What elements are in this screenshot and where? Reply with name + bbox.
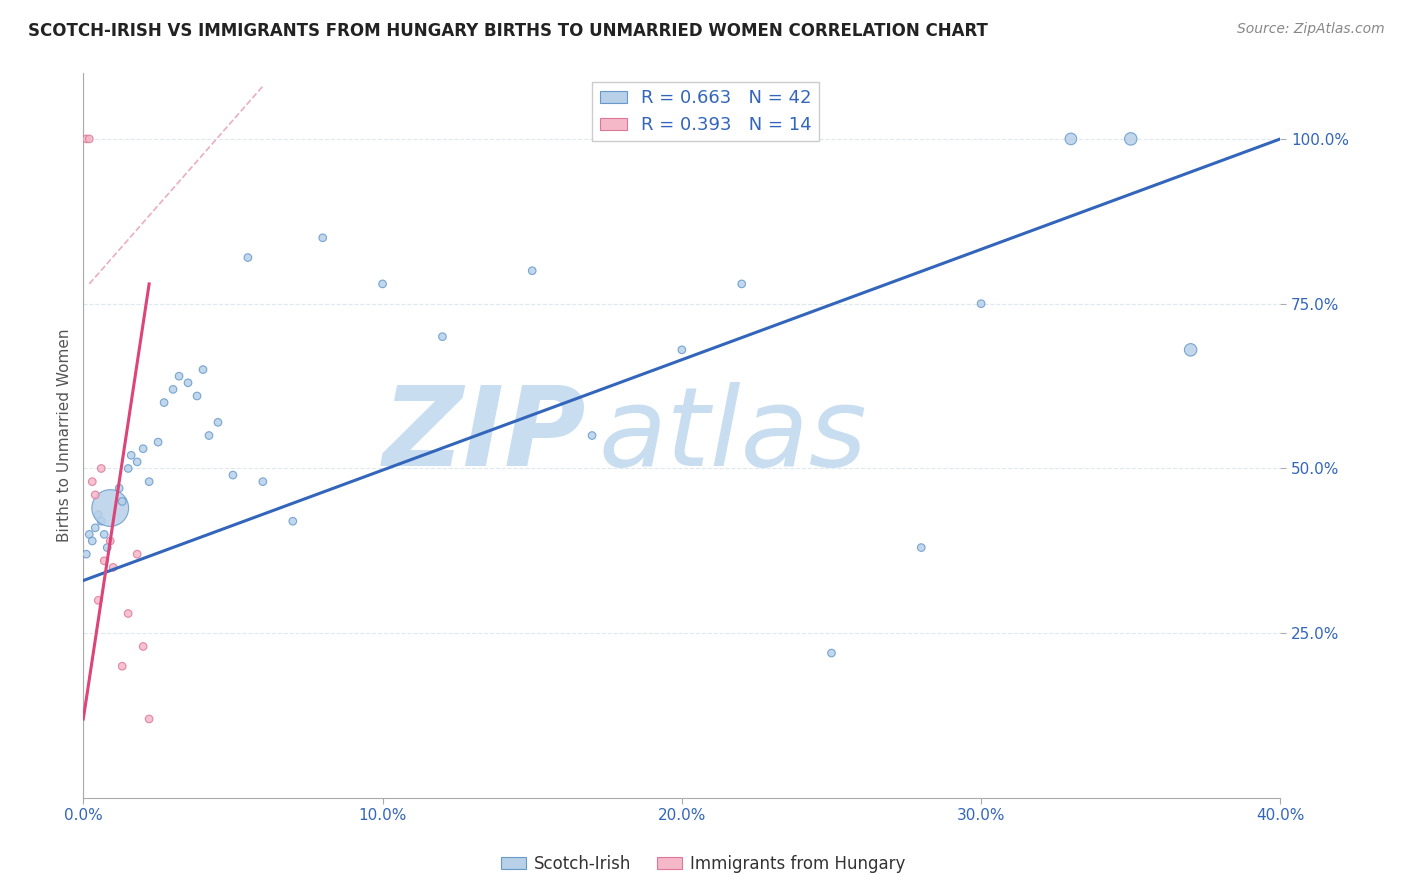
Legend: R = 0.663   N = 42, R = 0.393   N = 14: R = 0.663 N = 42, R = 0.393 N = 14 (592, 82, 820, 142)
Point (1060, 132, 1083, 146)
Point (84, 488, 107, 502)
Point (138, 475, 160, 489)
Point (87, 593, 110, 607)
Point (75, 132, 97, 146)
Point (98, 533, 121, 548)
Point (910, 541, 932, 555)
Point (111, 494, 134, 508)
Point (146, 435, 169, 450)
Point (281, 514, 304, 528)
Point (82, 533, 104, 548)
Point (252, 475, 274, 489)
Point (96, 541, 118, 555)
Point (186, 389, 208, 403)
Point (177, 376, 200, 390)
Point (432, 329, 454, 343)
Point (103, 560, 125, 574)
Point (111, 659, 134, 673)
Point (90, 514, 112, 528)
Point (671, 343, 693, 357)
Point (132, 640, 155, 654)
Point (127, 455, 149, 469)
Point (371, 277, 394, 291)
Point (108, 481, 131, 495)
Point (84, 521, 107, 535)
Point (522, 264, 544, 278)
Point (120, 448, 142, 462)
Text: ZIP: ZIP (382, 382, 586, 489)
Point (98, 501, 121, 516)
Point (77, 527, 100, 541)
Point (87, 508, 110, 522)
Point (207, 415, 229, 429)
Text: atlas: atlas (598, 382, 866, 489)
Point (970, 296, 993, 310)
Point (1119, 132, 1142, 146)
Point (90, 461, 112, 475)
Point (312, 231, 335, 245)
Point (93, 527, 115, 541)
Point (117, 461, 139, 475)
Text: SCOTCH-IRISH VS IMMIGRANTS FROM HUNGARY BIRTHS TO UNMARRIED WOMEN CORRELATION CH: SCOTCH-IRISH VS IMMIGRANTS FROM HUNGARY … (28, 22, 988, 40)
Point (132, 442, 155, 456)
Legend: Scotch-Irish, Immigrants from Hungary: Scotch-Irish, Immigrants from Hungary (494, 848, 912, 880)
Point (167, 369, 190, 384)
Point (581, 428, 603, 442)
Point (153, 395, 176, 409)
Point (236, 251, 259, 265)
Point (191, 362, 214, 376)
Point (93, 554, 115, 568)
Text: Source: ZipAtlas.com: Source: ZipAtlas.com (1237, 22, 1385, 37)
Point (222, 468, 245, 483)
Point (75, 547, 97, 561)
Point (127, 547, 149, 561)
Point (198, 428, 221, 442)
Point (82, 475, 104, 489)
Point (731, 277, 754, 291)
Point (1180, 343, 1202, 357)
Point (162, 383, 184, 397)
Point (138, 712, 160, 726)
Y-axis label: Births to Unmarried Women: Births to Unmarried Women (58, 329, 72, 542)
Point (117, 607, 139, 621)
Point (820, 646, 842, 660)
Point (77, 132, 100, 146)
